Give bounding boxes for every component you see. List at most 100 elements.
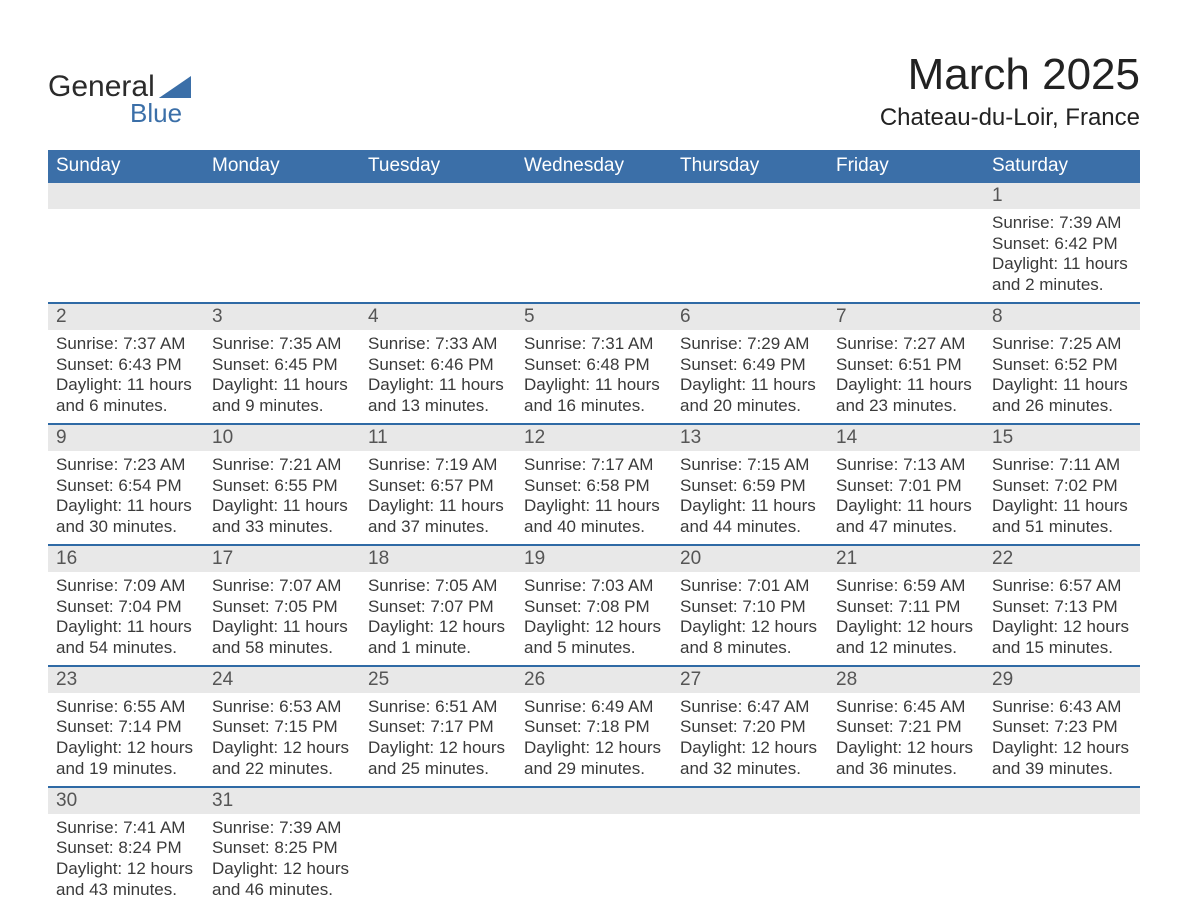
daylight-text: Daylight: 11 hours and 6 minutes. — [56, 375, 196, 416]
daylight-text: Daylight: 11 hours and 51 minutes. — [992, 496, 1132, 537]
calendar-cell: 10Sunrise: 7:21 AMSunset: 6:55 PMDayligh… — [204, 423, 360, 544]
col-monday: Monday — [204, 150, 360, 183]
day-body: Sunrise: 6:57 AMSunset: 7:13 PMDaylight:… — [984, 572, 1140, 665]
daylight-text: Daylight: 12 hours and 22 minutes. — [212, 738, 352, 779]
calendar-cell — [672, 786, 828, 907]
daylight-text: Daylight: 11 hours and 40 minutes. — [524, 496, 664, 537]
day-number: 29 — [984, 665, 1140, 693]
daylight-text: Daylight: 11 hours and 30 minutes. — [56, 496, 196, 537]
daylight-text: Daylight: 11 hours and 16 minutes. — [524, 375, 664, 416]
day-number — [48, 183, 204, 209]
sunrise-text: Sunrise: 6:55 AM — [56, 697, 196, 718]
day-body: Sunrise: 6:43 AMSunset: 7:23 PMDaylight:… — [984, 693, 1140, 786]
day-body: Sunrise: 6:51 AMSunset: 7:17 PMDaylight:… — [360, 693, 516, 786]
day-number: 14 — [828, 423, 984, 451]
calendar-cell: 4Sunrise: 7:33 AMSunset: 6:46 PMDaylight… — [360, 302, 516, 423]
sunrise-text: Sunrise: 7:09 AM — [56, 576, 196, 597]
sunrise-text: Sunrise: 7:33 AM — [368, 334, 508, 355]
day-number: 10 — [204, 423, 360, 451]
title-block: March 2025 Chateau-du-Loir, France — [880, 40, 1140, 138]
day-number: 23 — [48, 665, 204, 693]
day-number: 2 — [48, 302, 204, 330]
sunrise-text: Sunrise: 7:11 AM — [992, 455, 1132, 476]
daylight-text: Daylight: 11 hours and 33 minutes. — [212, 496, 352, 537]
day-number: 30 — [48, 786, 204, 814]
day-number — [516, 183, 672, 209]
calendar-week: 30Sunrise: 7:41 AMSunset: 8:24 PMDayligh… — [48, 786, 1140, 907]
day-number — [828, 786, 984, 814]
sunset-text: Sunset: 6:42 PM — [992, 234, 1132, 255]
daylight-text: Daylight: 11 hours and 23 minutes. — [836, 375, 976, 416]
day-number: 7 — [828, 302, 984, 330]
calendar-week: 16Sunrise: 7:09 AMSunset: 7:04 PMDayligh… — [48, 544, 1140, 665]
day-body: Sunrise: 7:15 AMSunset: 6:59 PMDaylight:… — [672, 451, 828, 544]
sunrise-text: Sunrise: 7:25 AM — [992, 334, 1132, 355]
day-body — [516, 209, 672, 281]
day-body: Sunrise: 7:03 AMSunset: 7:08 PMDaylight:… — [516, 572, 672, 665]
day-number — [672, 786, 828, 814]
sunset-text: Sunset: 7:07 PM — [368, 597, 508, 618]
daylight-text: Daylight: 12 hours and 5 minutes. — [524, 617, 664, 658]
sunrise-text: Sunrise: 6:43 AM — [992, 697, 1132, 718]
day-body: Sunrise: 6:53 AMSunset: 7:15 PMDaylight:… — [204, 693, 360, 786]
calendar-cell: 1Sunrise: 7:39 AMSunset: 6:42 PMDaylight… — [984, 183, 1140, 302]
sunset-text: Sunset: 7:23 PM — [992, 717, 1132, 738]
calendar-week: 9Sunrise: 7:23 AMSunset: 6:54 PMDaylight… — [48, 423, 1140, 544]
sunset-text: Sunset: 6:46 PM — [368, 355, 508, 376]
day-body: Sunrise: 7:07 AMSunset: 7:05 PMDaylight:… — [204, 572, 360, 665]
sunrise-text: Sunrise: 6:53 AM — [212, 697, 352, 718]
daylight-text: Daylight: 12 hours and 12 minutes. — [836, 617, 976, 658]
day-number — [360, 183, 516, 209]
day-body: Sunrise: 7:39 AMSunset: 8:25 PMDaylight:… — [204, 814, 360, 907]
sunset-text: Sunset: 7:15 PM — [212, 717, 352, 738]
day-body: Sunrise: 7:23 AMSunset: 6:54 PMDaylight:… — [48, 451, 204, 544]
sunset-text: Sunset: 6:54 PM — [56, 476, 196, 497]
day-body: Sunrise: 7:01 AMSunset: 7:10 PMDaylight:… — [672, 572, 828, 665]
header-block: General Blue March 2025 Chateau-du-Loir,… — [48, 40, 1140, 138]
day-body — [672, 209, 828, 281]
day-body: Sunrise: 6:59 AMSunset: 7:11 PMDaylight:… — [828, 572, 984, 665]
sunset-text: Sunset: 6:45 PM — [212, 355, 352, 376]
day-number: 31 — [204, 786, 360, 814]
calendar-cell: 14Sunrise: 7:13 AMSunset: 7:01 PMDayligh… — [828, 423, 984, 544]
sunrise-text: Sunrise: 7:29 AM — [680, 334, 820, 355]
sunset-text: Sunset: 7:02 PM — [992, 476, 1132, 497]
day-number: 25 — [360, 665, 516, 693]
day-body: Sunrise: 7:13 AMSunset: 7:01 PMDaylight:… — [828, 451, 984, 544]
col-tuesday: Tuesday — [360, 150, 516, 183]
day-number: 22 — [984, 544, 1140, 572]
day-number — [828, 183, 984, 209]
col-sunday: Sunday — [48, 150, 204, 183]
calendar-cell: 25Sunrise: 6:51 AMSunset: 7:17 PMDayligh… — [360, 665, 516, 786]
calendar-cell: 5Sunrise: 7:31 AMSunset: 6:48 PMDaylight… — [516, 302, 672, 423]
day-number: 13 — [672, 423, 828, 451]
sunset-text: Sunset: 6:52 PM — [992, 355, 1132, 376]
day-number: 6 — [672, 302, 828, 330]
day-body: Sunrise: 7:39 AMSunset: 6:42 PMDaylight:… — [984, 209, 1140, 302]
day-body: Sunrise: 7:25 AMSunset: 6:52 PMDaylight:… — [984, 330, 1140, 423]
sunrise-text: Sunrise: 7:39 AM — [212, 818, 352, 839]
day-body: Sunrise: 7:21 AMSunset: 6:55 PMDaylight:… — [204, 451, 360, 544]
daylight-text: Daylight: 12 hours and 46 minutes. — [212, 859, 352, 900]
sunset-text: Sunset: 6:59 PM — [680, 476, 820, 497]
daylight-text: Daylight: 12 hours and 19 minutes. — [56, 738, 196, 779]
day-number: 12 — [516, 423, 672, 451]
day-body: Sunrise: 7:29 AMSunset: 6:49 PMDaylight:… — [672, 330, 828, 423]
daylight-text: Daylight: 12 hours and 32 minutes. — [680, 738, 820, 779]
sunset-text: Sunset: 8:24 PM — [56, 838, 196, 859]
sunrise-text: Sunrise: 7:21 AM — [212, 455, 352, 476]
day-body — [828, 209, 984, 281]
col-wednesday: Wednesday — [516, 150, 672, 183]
calendar-cell: 3Sunrise: 7:35 AMSunset: 6:45 PMDaylight… — [204, 302, 360, 423]
brand-line2: Blue — [130, 98, 191, 129]
calendar-cell: 31Sunrise: 7:39 AMSunset: 8:25 PMDayligh… — [204, 786, 360, 907]
day-body: Sunrise: 7:19 AMSunset: 6:57 PMDaylight:… — [360, 451, 516, 544]
daylight-text: Daylight: 11 hours and 26 minutes. — [992, 375, 1132, 416]
sunrise-text: Sunrise: 6:49 AM — [524, 697, 664, 718]
calendar-cell: 27Sunrise: 6:47 AMSunset: 7:20 PMDayligh… — [672, 665, 828, 786]
day-number: 19 — [516, 544, 672, 572]
daylight-text: Daylight: 11 hours and 37 minutes. — [368, 496, 508, 537]
daylight-text: Daylight: 12 hours and 29 minutes. — [524, 738, 664, 779]
daylight-text: Daylight: 12 hours and 1 minute. — [368, 617, 508, 658]
day-body — [516, 814, 672, 886]
